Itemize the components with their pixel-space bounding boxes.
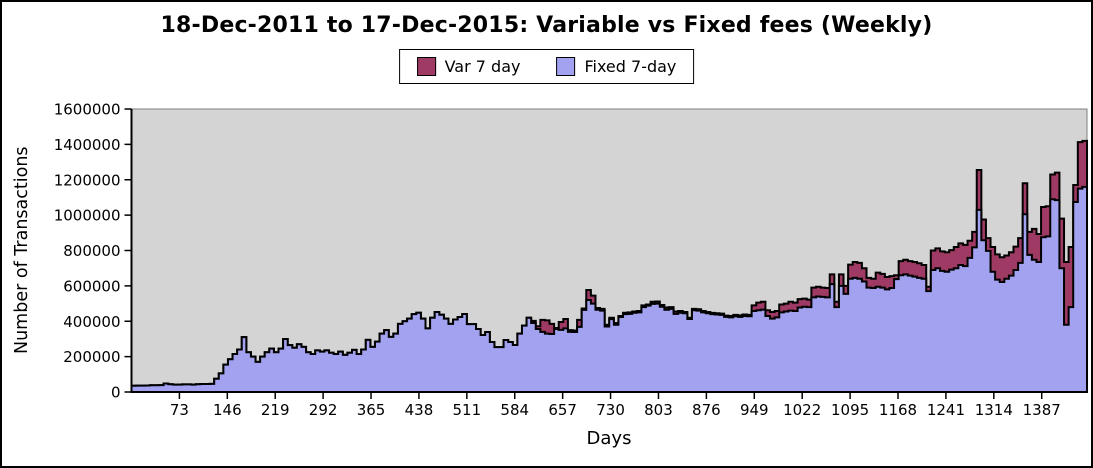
svg-text:1095: 1095 xyxy=(831,401,869,419)
svg-text:1200000: 1200000 xyxy=(54,171,121,189)
var-series-swatch-icon xyxy=(416,57,436,76)
chart-title: 18-Dec-2011 to 17-Dec-2015: Variable vs … xyxy=(160,13,933,38)
svg-text:365: 365 xyxy=(357,401,386,419)
svg-text:200000: 200000 xyxy=(63,348,120,366)
svg-text:949: 949 xyxy=(740,401,769,419)
svg-text:1241: 1241 xyxy=(927,401,965,419)
legend-label-var: Var 7 day xyxy=(444,57,521,76)
svg-text:73: 73 xyxy=(170,401,189,419)
legend-item-fixed: Fixed 7-day xyxy=(556,57,676,76)
svg-text:146: 146 xyxy=(213,401,242,419)
svg-text:1168: 1168 xyxy=(879,401,917,419)
svg-text:1600000: 1600000 xyxy=(54,101,121,119)
svg-text:803: 803 xyxy=(644,401,673,419)
svg-text:438: 438 xyxy=(405,401,434,419)
legend: Var 7 day Fixed 7-day xyxy=(398,49,695,84)
svg-text:292: 292 xyxy=(309,401,338,419)
svg-text:0: 0 xyxy=(111,384,121,402)
svg-text:511: 511 xyxy=(453,401,482,419)
legend-item-var: Var 7 day xyxy=(416,57,521,76)
svg-text:657: 657 xyxy=(548,401,577,419)
legend-label-fixed: Fixed 7-day xyxy=(584,57,677,76)
svg-text:1400000: 1400000 xyxy=(54,136,121,154)
fixed-series-swatch-icon xyxy=(556,57,576,76)
svg-text:876: 876 xyxy=(692,401,721,419)
svg-text:1000000: 1000000 xyxy=(54,207,121,225)
x-axis-title: Days xyxy=(586,428,632,449)
svg-text:584: 584 xyxy=(500,401,529,419)
svg-text:730: 730 xyxy=(596,401,625,419)
svg-text:219: 219 xyxy=(261,401,290,419)
svg-text:400000: 400000 xyxy=(63,313,120,331)
y-axis-title: Number of Transactions xyxy=(12,146,32,355)
svg-text:1314: 1314 xyxy=(975,401,1013,419)
svg-text:1387: 1387 xyxy=(1023,401,1061,419)
svg-text:1022: 1022 xyxy=(783,401,821,419)
svg-text:800000: 800000 xyxy=(63,242,120,260)
svg-text:600000: 600000 xyxy=(63,277,120,295)
